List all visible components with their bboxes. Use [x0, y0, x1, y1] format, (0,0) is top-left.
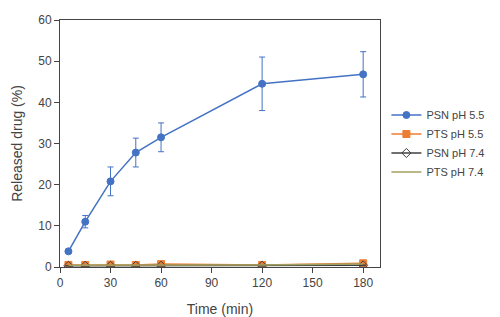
- svg-text:50: 50: [38, 54, 52, 68]
- svg-text:Time (min): Time (min): [187, 301, 253, 317]
- svg-text:PTS pH 7.4: PTS pH 7.4: [426, 166, 483, 178]
- svg-text:30: 30: [38, 137, 52, 151]
- svg-text:40: 40: [38, 96, 52, 110]
- svg-text:PSN pH 7.4: PSN pH 7.4: [426, 147, 484, 159]
- svg-text:60: 60: [154, 276, 168, 290]
- svg-text:90: 90: [205, 276, 219, 290]
- svg-text:120: 120: [252, 276, 272, 290]
- svg-text:0: 0: [45, 260, 52, 274]
- svg-text:180: 180: [353, 276, 373, 290]
- svg-text:0: 0: [57, 276, 64, 290]
- svg-text:10: 10: [38, 219, 52, 233]
- svg-text:PSN pH 5.5: PSN pH 5.5: [426, 109, 484, 121]
- svg-text:20: 20: [38, 178, 52, 192]
- svg-text:60: 60: [38, 13, 52, 27]
- svg-text:Released drug (%): Released drug (%): [9, 85, 25, 202]
- svg-text:150: 150: [303, 276, 323, 290]
- svg-text:30: 30: [104, 276, 118, 290]
- svg-text:PTS pH 5.5: PTS pH 5.5: [426, 128, 483, 140]
